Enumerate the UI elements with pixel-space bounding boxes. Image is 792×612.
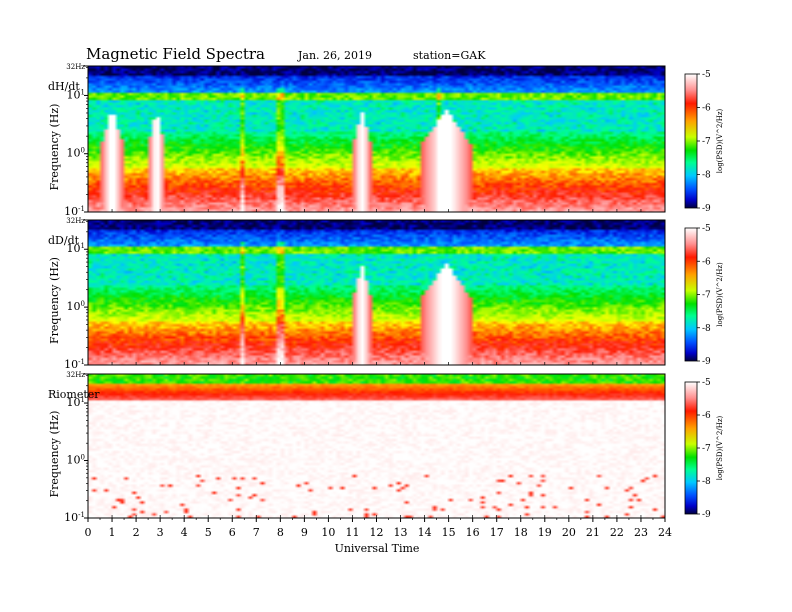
spectrogram-3 [88, 374, 665, 518]
y-tick-label: 10-1 [64, 358, 85, 371]
y-tick-label: 10-1 [64, 205, 85, 218]
x-tick-label: 21 [586, 526, 600, 539]
colorbar [684, 381, 698, 515]
x-tick-label: 2 [133, 526, 140, 539]
colorbar-tick-label: -8 [702, 324, 711, 334]
colorbar-tick-label: -7 [702, 137, 711, 147]
x-axis-label: Universal Time [335, 542, 420, 555]
x-tick-label: 15 [442, 526, 456, 539]
x-tick-label: 23 [634, 526, 648, 539]
x-tick-label: 5 [205, 526, 212, 539]
colorbar-tick-label: -9 [702, 204, 711, 214]
panel-3: 32Hz 101 100 10-1 Riometer Frequency (Hz) -5 -6… [48, 371, 724, 524]
colorbar-tick-label: -7 [702, 291, 711, 301]
colorbar-tick-label: -9 [702, 357, 711, 367]
x-tick-label: 4 [181, 526, 188, 539]
x-tick-label: 11 [345, 526, 359, 539]
figure-title: Magnetic Field Spectra [86, 45, 265, 63]
panel-label: Riometer [48, 388, 100, 401]
y-tick-label: 100 [67, 454, 85, 467]
y-tick-label: 101 [67, 242, 85, 255]
x-axis: 0 1 2 3 4 5 6 7 8 9 10 11 12 13 14 15 16 17 18 19 20 21 22 23 24 [85, 518, 672, 539]
panels: 32Hz 101 100 10-1 dH/dt Frequency (Hz) -5 -6 -7 -… [48, 63, 724, 524]
colorbar [684, 227, 698, 362]
y-tick-label: 32Hz [66, 217, 85, 225]
colorbar-label: log(PSD)(V^2/Hz) [716, 108, 724, 173]
x-tick-label: 10 [321, 526, 335, 539]
x-tick-label: 6 [229, 526, 236, 539]
spectrogram-1 [88, 66, 665, 212]
y-tick-label: 100 [67, 147, 85, 160]
y-axis-label: Frequency (Hz) [48, 411, 61, 498]
x-tick-label: 7 [253, 526, 260, 539]
x-tick-label: 20 [562, 526, 576, 539]
colorbar-tick-label: -6 [702, 257, 711, 267]
y-tick-label: 10-1 [64, 511, 85, 524]
colorbar-label: log(PSD)(V^2/Hz) [716, 262, 724, 327]
x-tick-label: 18 [514, 526, 528, 539]
colorbar-tick-label: -5 [702, 224, 711, 234]
colorbar-label: log(PSD)(V^2/Hz) [716, 415, 724, 480]
figure-station: station=GAK [413, 49, 486, 62]
x-tick-label: 24 [658, 526, 672, 539]
figure-date: Jan. 26, 2019 [297, 49, 372, 62]
colorbar-tick-label: -5 [702, 378, 711, 388]
colorbar-tick-label: -5 [702, 70, 711, 80]
y-tick-label: 101 [67, 396, 85, 409]
colorbar-tick-label: -9 [702, 510, 711, 520]
x-tick-label: 12 [370, 526, 384, 539]
x-tick-label: 14 [418, 526, 432, 539]
colorbar-tick-label: -8 [702, 171, 711, 181]
y-tick-label: 32Hz [66, 371, 85, 379]
spectrogram-2 [88, 220, 665, 365]
x-tick-label: 9 [301, 526, 308, 539]
panel-2: 32Hz 101 100 10-1 dD/dt Frequency (Hz) -5 -6 -7 -… [48, 217, 724, 371]
panel-label: dD/dt [48, 234, 80, 247]
x-tick-label: 17 [490, 526, 504, 539]
colorbar [684, 73, 698, 209]
x-tick-label: 1 [109, 526, 116, 539]
panel-1: 32Hz 101 100 10-1 dH/dt Frequency (Hz) -5 -6 -7 -… [48, 63, 724, 218]
x-tick-label: 13 [394, 526, 408, 539]
y-axis-label: Frequency (Hz) [48, 104, 61, 191]
y-tick-label: 32Hz [66, 63, 85, 71]
colorbar-tick-label: -8 [702, 477, 711, 487]
x-tick-label: 8 [277, 526, 284, 539]
colorbar-tick-label: -7 [702, 444, 711, 454]
x-tick-label: 19 [538, 526, 552, 539]
y-tick-label: 101 [67, 88, 85, 101]
y-tick-label: 100 [67, 300, 85, 313]
panel-label: dH/dt [48, 80, 80, 93]
x-tick-label: 22 [610, 526, 624, 539]
colorbar-tick-label: -6 [702, 411, 711, 421]
y-axis-label: Frequency (Hz) [48, 257, 61, 344]
colorbar-tick-label: -6 [702, 104, 711, 114]
x-tick-label: 0 [85, 526, 92, 539]
x-tick-label: 16 [466, 526, 480, 539]
x-tick-label: 3 [157, 526, 164, 539]
